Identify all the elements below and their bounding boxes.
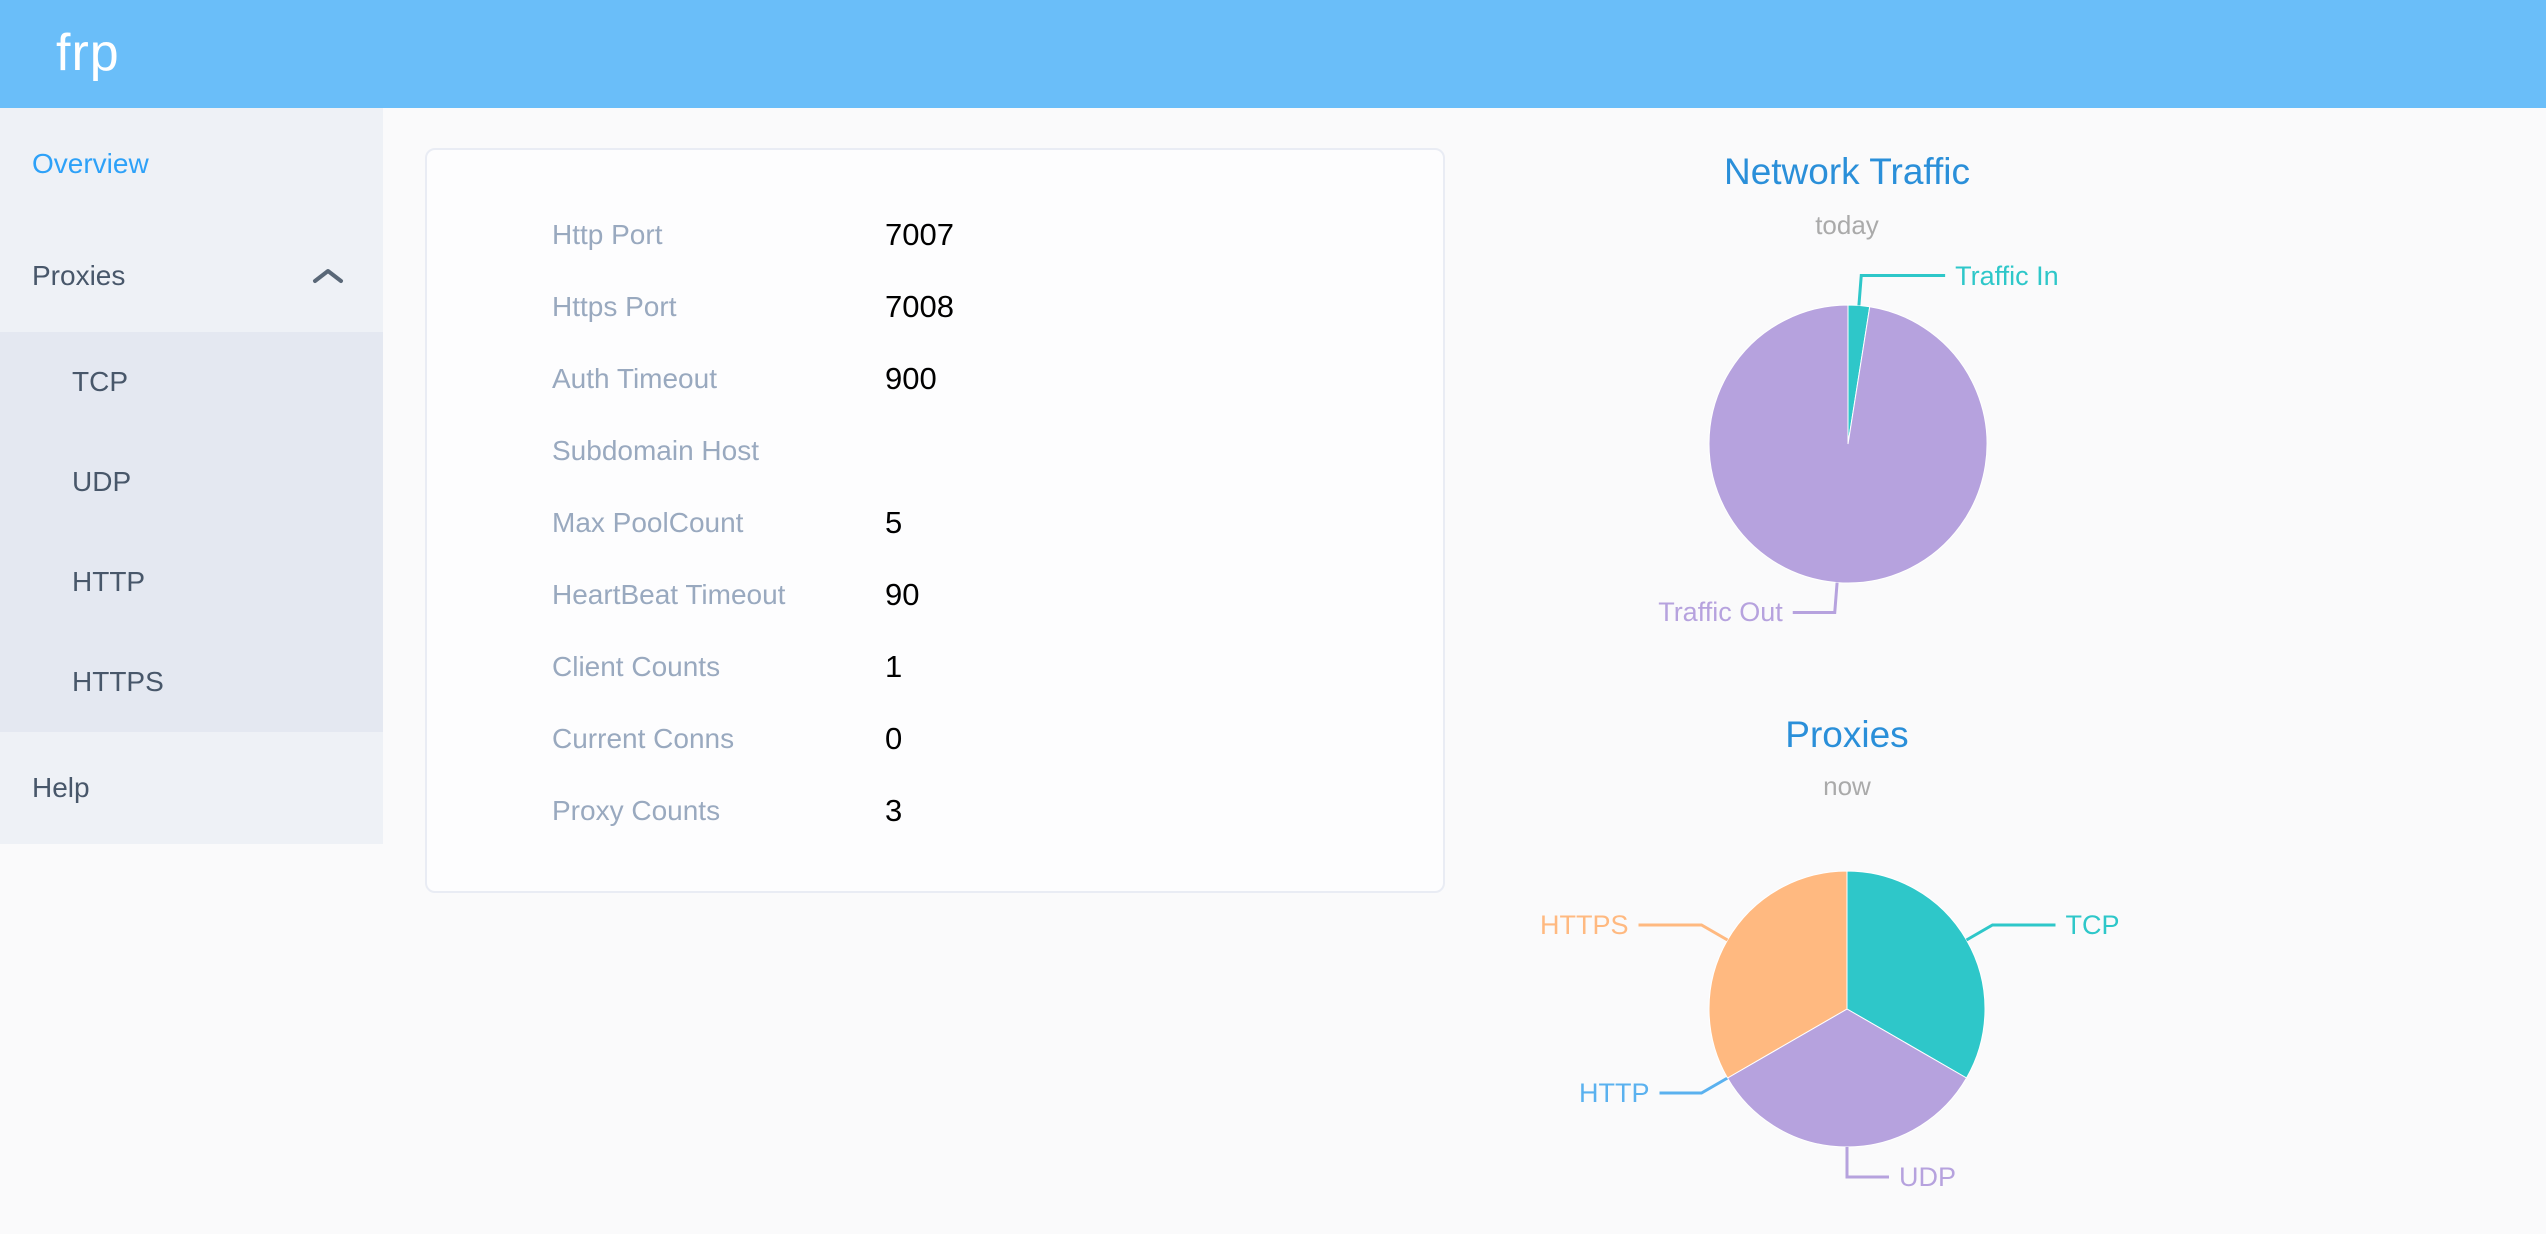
pie-label-traffic-out: Traffic Out <box>1658 597 1783 628</box>
table-row: Auth Timeout 900 <box>427 343 1443 415</box>
proxies-pie <box>1638 870 2056 1179</box>
pie-slice-traffic-out[interactable] <box>1708 304 1988 584</box>
config-label: Client Counts <box>552 651 721 682</box>
app-logo: frp <box>56 24 120 82</box>
pie-label-https: HTTPS <box>1540 910 1629 940</box>
table-row: Proxy Counts 3 <box>427 775 1443 847</box>
config-label: Proxy Counts <box>552 795 721 826</box>
table-row: Http Port 7007 <box>427 199 1443 271</box>
pie-label-line-http <box>1659 1076 1729 1095</box>
sidebar-item-udp[interactable]: UDP <box>72 466 132 497</box>
config-value: 7008 <box>885 289 954 324</box>
pie-label-line-traffic-in <box>1857 274 1946 306</box>
table-row: Current Conns 0 <box>427 703 1443 775</box>
config-value: 5 <box>885 505 903 540</box>
sidebar-submenu-proxies: TCP UDP HTTP HTTPS <box>0 332 383 732</box>
config-value: 1 <box>885 649 903 684</box>
sidebar-item-help[interactable]: Help <box>0 732 383 844</box>
chevron-up-icon[interactable] <box>311 266 345 286</box>
network-traffic-pie <box>1708 274 1988 614</box>
config-value: 0 <box>885 721 903 756</box>
pie-label-line-tcp <box>1965 923 2056 942</box>
config-label: HeartBeat Timeout <box>552 579 786 610</box>
config-label: Auth Timeout <box>552 363 717 394</box>
server-overview-card: Http Port 7007 Https Port 7008 Auth Time… <box>425 148 1445 893</box>
pie-label-line-traffic-out <box>1792 582 1839 614</box>
sidebar-item-proxies[interactable]: Proxies <box>0 220 383 332</box>
config-label: Http Port <box>552 219 663 250</box>
config-value: 3 <box>885 793 903 828</box>
table-row: Subdomain Host <box>427 415 1443 487</box>
app-header: frp <box>0 0 2546 108</box>
pie-label-line-udp <box>1845 1147 1889 1179</box>
sidebar-item-https[interactable]: HTTPS <box>72 666 164 697</box>
config-label: Https Port <box>552 291 677 322</box>
sidebar-item-proxies-label: Proxies <box>32 260 126 291</box>
pie-label-tcp: TCP <box>2065 910 2120 940</box>
sidebar-item-http[interactable]: HTTP <box>72 566 146 597</box>
chart-title: Network Traffic <box>1723 151 1971 192</box>
chart-title: Proxies <box>1785 714 1909 755</box>
config-rows: Http Port 7007 Https Port 7008 Auth Time… <box>427 150 1443 847</box>
chart-subtitle: now <box>1823 771 1871 801</box>
pie-label-udp: UDP <box>1899 1162 1957 1192</box>
chart-subtitle: today <box>1815 210 1879 240</box>
table-row: Max PoolCount 5 <box>427 487 1443 559</box>
config-label: Subdomain Host <box>552 435 760 466</box>
network-traffic-chart: Network Traffic today Traffic In Traffic … <box>1457 110 2237 670</box>
config-label: Current Conns <box>552 723 735 754</box>
pie-label-line-https <box>1638 923 1729 942</box>
table-row: HeartBeat Timeout 90 <box>427 559 1443 631</box>
table-row: Https Port 7008 <box>427 271 1443 343</box>
pie-label-http: HTTP <box>1579 1078 1650 1108</box>
config-value: 900 <box>885 361 937 396</box>
table-row: Client Counts 1 <box>427 631 1443 703</box>
config-value: 90 <box>885 577 920 612</box>
sidebar: Overview Proxies TCP UDP HTTP HTTPS Help <box>0 108 383 844</box>
proxies-chart: Proxies now TCP UDP HTTP HTTPS <box>1457 700 2237 1234</box>
pie-label-traffic-in: Traffic In <box>1955 260 2059 291</box>
config-label: Max PoolCount <box>552 507 744 538</box>
sidebar-item-tcp[interactable]: TCP <box>72 366 128 397</box>
config-value: 7007 <box>885 217 954 252</box>
sidebar-item-overview-label: Overview <box>32 148 149 179</box>
sidebar-item-overview[interactable]: Overview <box>0 108 383 220</box>
sidebar-item-help-label: Help <box>32 772 90 803</box>
